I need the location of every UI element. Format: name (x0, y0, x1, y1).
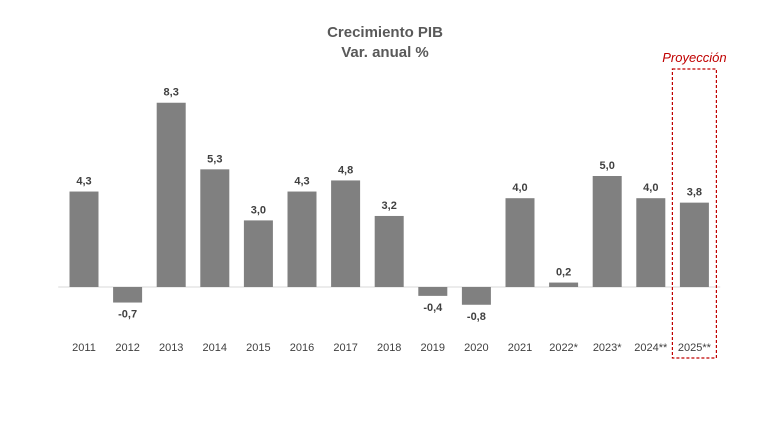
bar-2013 (156, 102, 186, 288)
projection-label: Proyección (662, 50, 726, 65)
x-tick-label-2025: 2025** (678, 342, 712, 354)
chart-title: Crecimiento PIB (327, 24, 443, 41)
bar-2017 (331, 180, 361, 287)
data-label-2011: 4,3 (76, 176, 91, 188)
bar-2018 (374, 215, 404, 287)
bar-2023 (592, 176, 622, 287)
projection-box (671, 68, 718, 359)
x-tick-label-2012: 2012 (115, 342, 139, 354)
data-label-2019: -0,4 (423, 302, 443, 314)
data-label-2018: 3,2 (382, 200, 397, 212)
bar-2014 (200, 169, 230, 287)
x-tick-label-2016: 2016 (290, 342, 314, 354)
data-label-2014: 5,3 (207, 153, 222, 165)
x-tick-label-2024: 2024** (634, 342, 668, 354)
bar-2011 (69, 191, 99, 287)
x-tick-label-2013: 2013 (159, 342, 183, 354)
data-label-2012: -0,7 (118, 309, 137, 321)
x-tick-label-2011: 2011 (72, 342, 96, 354)
x-tick-label-2021: 2021 (508, 342, 532, 354)
bar-2015 (243, 220, 273, 287)
x-tick-label-2017: 2017 (333, 342, 357, 354)
x-tick-label-2015: 2015 (246, 342, 270, 354)
x-tick-label-2023: 2023* (593, 342, 622, 354)
bar-2012 (113, 287, 143, 303)
chart-subtitle: Var. anual % (341, 44, 429, 61)
data-label-2020: -0,8 (467, 311, 486, 323)
bar-2024 (636, 198, 666, 287)
x-tick-label-2014: 2014 (203, 342, 227, 354)
data-label-2022: 0,2 (556, 267, 571, 279)
bar-2016 (287, 191, 317, 287)
x-tick-label-2019: 2019 (421, 342, 445, 354)
x-tick-label-2020: 2020 (464, 342, 488, 354)
data-label-2021: 4,0 (512, 182, 527, 194)
x-tick-label-2018: 2018 (377, 342, 401, 354)
x-tick-label-2022: 2022* (549, 342, 578, 354)
bar-2025 (679, 202, 709, 287)
bar-2021 (505, 198, 535, 287)
data-label-2023: 5,0 (600, 160, 615, 172)
bar-2019 (418, 287, 448, 296)
data-label-2016: 4,3 (294, 176, 309, 188)
data-label-2013: 8,3 (164, 87, 179, 99)
data-label-2017: 4,8 (338, 164, 353, 176)
bar-2022 (549, 282, 579, 287)
data-label-2015: 3,0 (251, 204, 266, 216)
data-label-2025: 3,8 (687, 187, 702, 199)
bar-2020 (461, 287, 491, 305)
data-label-2024: 4,0 (643, 182, 658, 194)
